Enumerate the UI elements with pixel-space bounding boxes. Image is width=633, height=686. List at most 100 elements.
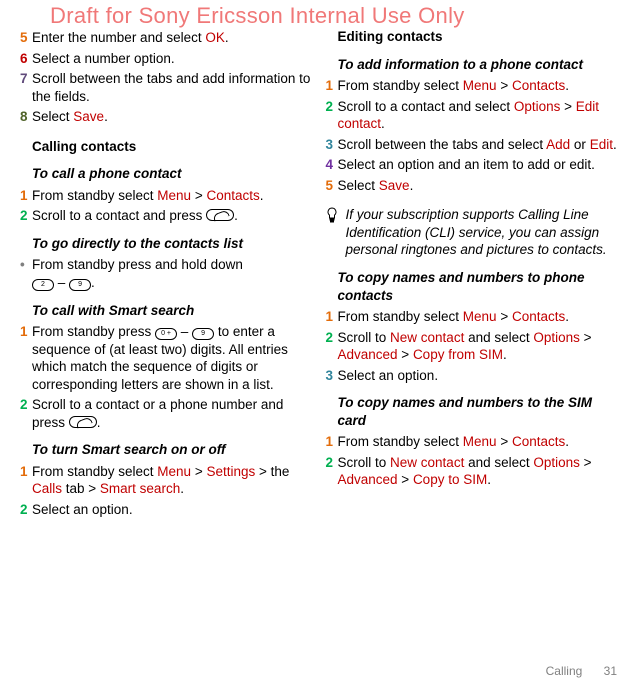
link-advanced: Advanced — [338, 347, 398, 362]
step-text: From standby select Menu > Contacts. — [32, 187, 312, 205]
key-2-icon: 2 — [32, 279, 54, 291]
text: From standby select — [338, 309, 463, 324]
step-text: From standby select Menu > Settings > th… — [32, 463, 312, 498]
step-number: 2 — [20, 207, 32, 225]
step-number: 1 — [20, 187, 32, 205]
tip-text: If your subscription supports Calling Li… — [346, 206, 618, 259]
step-text: Select Save. — [32, 108, 312, 126]
step-text: Scroll between the tabs and add informat… — [32, 70, 312, 105]
step-number: 2 — [326, 454, 338, 489]
text: tab > — [62, 481, 100, 496]
step-text: From standby select Menu > Contacts. — [338, 77, 618, 95]
link-save: Save — [379, 178, 410, 193]
link-new-contact: New contact — [390, 455, 464, 470]
text: > — [191, 188, 206, 203]
text: > — [497, 78, 512, 93]
link-add: Add — [546, 137, 570, 152]
heading-to-call: To call a phone contact — [32, 165, 312, 183]
step-text: Scroll between the tabs and select Add o… — [338, 136, 618, 154]
step-text: Select an option. — [32, 501, 312, 519]
link-advanced: Advanced — [338, 472, 398, 487]
text: > the — [255, 464, 289, 479]
left-column: 5 Enter the number and select OK. 6 Sele… — [20, 28, 312, 522]
link-settings: Settings — [206, 464, 255, 479]
text: Scroll between the tabs and select — [338, 137, 547, 152]
text: Scroll to a contact and select — [338, 99, 514, 114]
draft-watermark: Draft for Sony Ericsson Internal Use Onl… — [50, 2, 465, 31]
link-contacts: Contacts — [512, 434, 565, 449]
link-smart-search: Smart search — [100, 481, 180, 496]
link-contacts: Contacts — [512, 309, 565, 324]
link-menu: Menu — [157, 188, 191, 203]
link-contacts: Contacts — [206, 188, 259, 203]
bullet-icon: • — [20, 256, 32, 291]
key-9-icon: 9 — [69, 279, 91, 291]
link-menu: Menu — [463, 309, 497, 324]
content-columns: 5 Enter the number and select OK. 6 Sele… — [20, 28, 617, 522]
text: . — [565, 309, 569, 324]
link-calls: Calls — [32, 481, 62, 496]
ctp-step-2: 2 Scroll to New contact and select Optio… — [326, 329, 618, 364]
text: and select — [464, 455, 533, 470]
text: Scroll to — [338, 330, 391, 345]
step-text: From standby press and hold down 2 – 9. — [32, 256, 312, 291]
text: . — [487, 472, 491, 487]
step-text: Enter the number and select OK. — [32, 29, 312, 47]
step-text: Scroll to New contact and select Options… — [338, 454, 618, 489]
link-menu: Menu — [157, 464, 191, 479]
text: . — [613, 137, 617, 152]
text: . — [260, 188, 264, 203]
step-text: Select an option and an item to add or e… — [338, 156, 618, 174]
call-key-icon — [206, 209, 234, 221]
link-copy-to-sim: Copy to SIM — [413, 472, 487, 487]
text: . — [234, 208, 238, 223]
footer-page-number: 31 — [604, 664, 617, 678]
text: From standby select — [32, 464, 157, 479]
text: . — [180, 481, 184, 496]
step-number: 1 — [326, 77, 338, 95]
direct-step: • From standby press and hold down 2 – 9… — [20, 256, 312, 291]
step-text: Scroll to a contact or a phone number an… — [32, 396, 312, 431]
step-number: 1 — [326, 308, 338, 326]
footer-label: Calling — [546, 664, 583, 678]
link-options: Options — [533, 330, 580, 345]
text: . — [410, 178, 414, 193]
text: . — [565, 434, 569, 449]
step-number: 2 — [326, 98, 338, 133]
step-number: 1 — [326, 433, 338, 451]
link-copy-from-sim: Copy from SIM — [413, 347, 503, 362]
link-options: Options — [533, 455, 580, 470]
ctp-step-3: 3 Select an option. — [326, 367, 618, 385]
text: . — [91, 275, 95, 290]
step-text: Select an option. — [338, 367, 618, 385]
step-number: 5 — [20, 29, 32, 47]
text: From standby press and hold down — [32, 257, 243, 272]
step-7: 7 Scroll between the tabs and add inform… — [20, 70, 312, 105]
call-step-2: 2 Scroll to a contact and press . — [20, 207, 312, 225]
step-text: From standby select Menu > Contacts. — [338, 433, 618, 451]
step-number: 1 — [20, 463, 32, 498]
step-number: 3 — [326, 136, 338, 154]
text: . — [565, 78, 569, 93]
link-ok: OK — [205, 30, 225, 45]
text: – — [177, 324, 192, 339]
text: . — [104, 109, 108, 124]
add-step-4: 4 Select an option and an item to add or… — [326, 156, 618, 174]
link-menu: Menu — [463, 434, 497, 449]
text: Select — [338, 178, 379, 193]
add-step-2: 2 Scroll to a contact and select Options… — [326, 98, 618, 133]
step-number: 8 — [20, 108, 32, 126]
text: Scroll to a contact and press — [32, 208, 206, 223]
step-number: 2 — [326, 329, 338, 364]
right-column: Editing contacts To add information to a… — [326, 28, 618, 522]
add-step-5: 5 Select Save. — [326, 177, 618, 195]
step-number: 2 — [20, 501, 32, 519]
step-number: 7 — [20, 70, 32, 105]
link-menu: Menu — [463, 78, 497, 93]
step-text: Scroll to New contact and select Options… — [338, 329, 618, 364]
call-key-icon — [69, 416, 97, 428]
link-save: Save — [73, 109, 104, 124]
text: > — [497, 434, 512, 449]
smart-step-1: 1 From standby press 0 + – 9 to enter a … — [20, 323, 312, 393]
add-step-1: 1 From standby select Menu > Contacts. — [326, 77, 618, 95]
